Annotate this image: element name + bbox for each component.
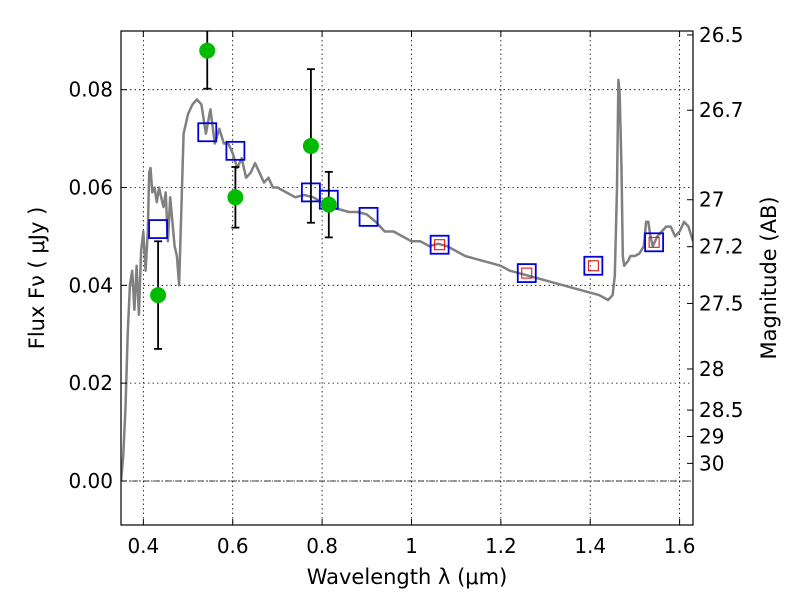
x-tick-label: 0.6: [217, 534, 249, 558]
x-tick-label: 1: [405, 534, 418, 558]
y-tick-label: 0.00: [68, 469, 113, 493]
model-square-marker: [225, 140, 246, 161]
model-square-marker: [583, 255, 604, 276]
plot-frame: [120, 30, 694, 526]
model-square-marker: [197, 122, 218, 143]
model-square-inner-mark: [434, 239, 446, 251]
y2-tick-label: 27.5: [699, 291, 744, 315]
model-square-inner-mark: [587, 260, 599, 272]
observed-point: [302, 137, 319, 154]
sed-model-line: [121, 78, 693, 482]
plot-area: [121, 31, 693, 482]
y2-tick-label: 30: [699, 451, 724, 475]
model-square-marker: [644, 232, 665, 253]
y2-tick-label: 26.7: [699, 98, 744, 122]
observed-point: [320, 196, 337, 213]
y2-tick-label: 28: [699, 357, 724, 381]
x-tick-label: 1.2: [485, 534, 517, 558]
y2-tick-label: 27: [699, 188, 724, 212]
y2-tick-label: 28.5: [699, 398, 744, 422]
model-square-inner-mark: [648, 236, 660, 248]
model-square-inner-mark: [521, 267, 533, 279]
x-tick-label: 0.8: [306, 534, 338, 558]
x-tick-label: 1.6: [664, 534, 696, 558]
y-ticks: 0.00 0.02 0.04 0.06 0.08: [68, 78, 127, 493]
observed-circle-markers: [150, 42, 337, 304]
y-tick-label: 0.04: [68, 273, 113, 297]
model-square-marker: [516, 263, 537, 284]
x-tick-label: 0.4: [127, 534, 159, 558]
x-ticks: 0.4 0.6 0.8 1 1.2 1.4 1.6: [127, 31, 696, 558]
model-square-marker: [148, 219, 168, 239]
x-axis-label: Wavelength λ (μm): [307, 565, 508, 589]
observed-point: [199, 42, 216, 59]
model-square-marker: [358, 206, 379, 227]
y-tick-label: 0.02: [68, 371, 113, 395]
y2-tick-label: 27.2: [699, 235, 744, 259]
y2-axis-label: Magnitude (AB): [757, 196, 781, 359]
grid-lines: [121, 31, 693, 525]
model-square-marker: [429, 234, 450, 255]
observed-point: [227, 189, 244, 206]
y2-tick-label: 26.5: [699, 23, 744, 47]
y2-tick-label: 29: [699, 424, 724, 448]
y-tick-label: 0.06: [68, 176, 113, 200]
y2-ticks: 26.5 26.7 27 27.2 27.5 28 28.529 30: [687, 23, 744, 475]
x-tick-label: 1.4: [574, 534, 606, 558]
y-axis-label: Flux Fν ( μJy ): [25, 207, 49, 350]
y-tick-label: 0.08: [68, 78, 113, 102]
observed-point: [150, 287, 167, 304]
